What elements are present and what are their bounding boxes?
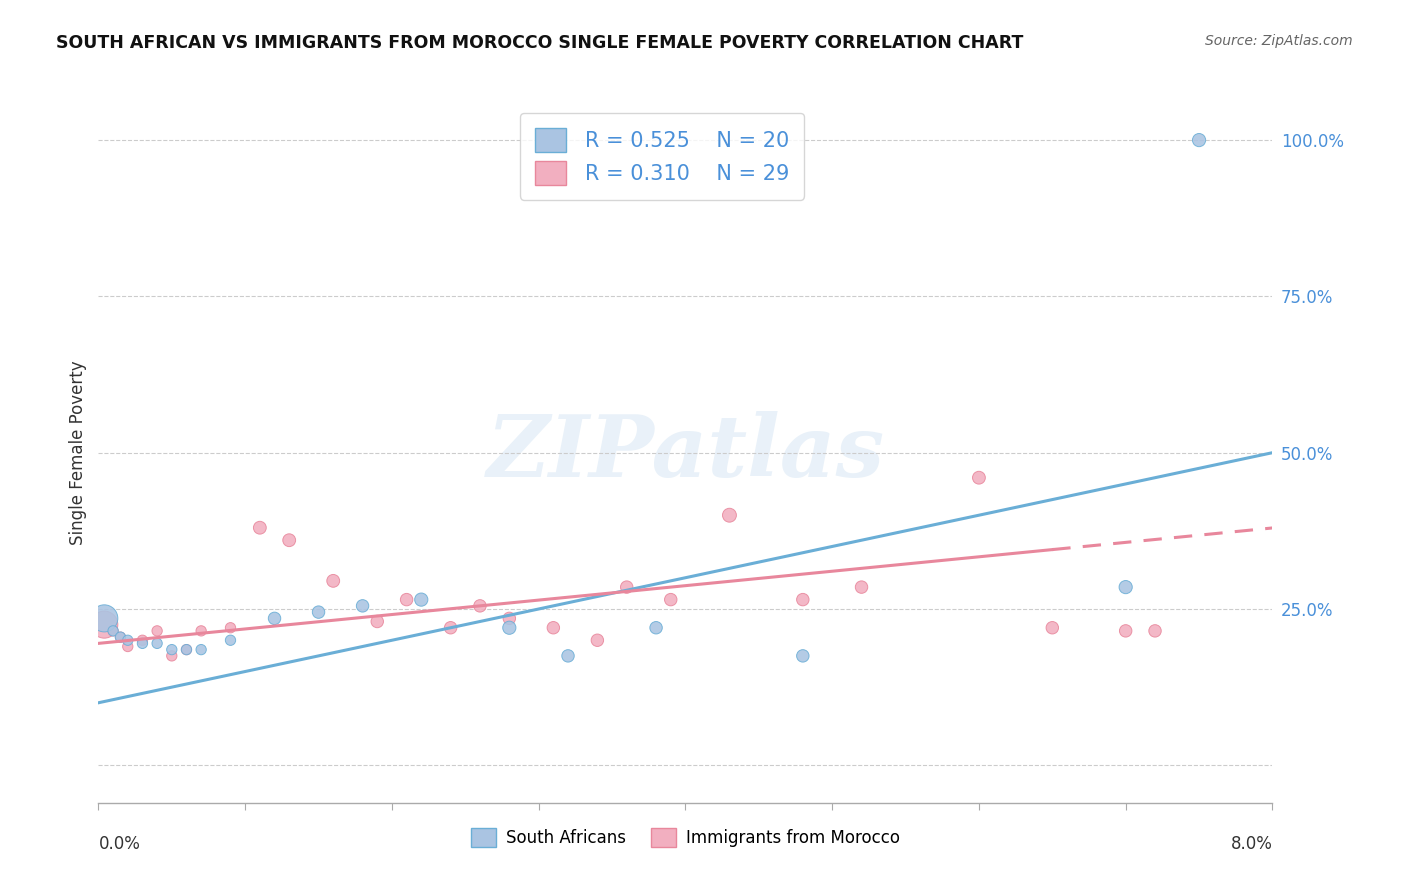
Point bbox=[176, 642, 198, 657]
Point bbox=[110, 630, 132, 644]
Point bbox=[498, 621, 520, 635]
Point bbox=[718, 508, 741, 523]
Point bbox=[278, 533, 301, 548]
Text: SOUTH AFRICAN VS IMMIGRANTS FROM MOROCCO SINGLE FEMALE POVERTY CORRELATION CHART: SOUTH AFRICAN VS IMMIGRANTS FROM MOROCCO… bbox=[56, 34, 1024, 52]
Point bbox=[322, 574, 344, 588]
Point bbox=[308, 605, 330, 619]
Point bbox=[1040, 621, 1063, 635]
Point bbox=[543, 621, 565, 635]
Point bbox=[160, 642, 183, 657]
Point bbox=[110, 630, 132, 644]
Point bbox=[93, 617, 115, 632]
Point bbox=[557, 648, 579, 663]
Point bbox=[411, 592, 433, 607]
Point bbox=[616, 580, 638, 594]
Point bbox=[249, 521, 271, 535]
Point bbox=[440, 621, 463, 635]
Point bbox=[586, 633, 609, 648]
Point bbox=[498, 611, 520, 625]
Text: 8.0%: 8.0% bbox=[1230, 835, 1272, 853]
Point bbox=[160, 648, 183, 663]
Point bbox=[645, 621, 668, 635]
Text: Source: ZipAtlas.com: Source: ZipAtlas.com bbox=[1205, 34, 1353, 48]
Point bbox=[1144, 624, 1167, 638]
Point bbox=[352, 599, 374, 613]
Point bbox=[366, 615, 388, 629]
Point bbox=[190, 624, 212, 638]
Y-axis label: Single Female Poverty: Single Female Poverty bbox=[69, 360, 87, 545]
Point bbox=[468, 599, 491, 613]
Point bbox=[190, 642, 212, 657]
Point bbox=[101, 624, 124, 638]
Point bbox=[176, 642, 198, 657]
Point bbox=[659, 592, 682, 607]
Point bbox=[101, 624, 124, 638]
Point bbox=[792, 648, 814, 663]
Point bbox=[219, 621, 242, 635]
Point bbox=[131, 636, 153, 650]
Text: 0.0%: 0.0% bbox=[98, 835, 141, 853]
Point bbox=[851, 580, 873, 594]
Point bbox=[967, 471, 990, 485]
Point bbox=[146, 636, 169, 650]
Point bbox=[219, 633, 242, 648]
Point bbox=[1115, 580, 1137, 594]
Point bbox=[263, 611, 285, 625]
Point bbox=[146, 624, 169, 638]
Point bbox=[1188, 133, 1211, 147]
Point bbox=[117, 633, 139, 648]
Point bbox=[117, 640, 139, 654]
Point bbox=[131, 633, 153, 648]
Point bbox=[792, 592, 814, 607]
Text: ZIPatlas: ZIPatlas bbox=[486, 411, 884, 494]
Point bbox=[1115, 624, 1137, 638]
Point bbox=[93, 611, 115, 625]
Legend: South Africans, Immigrants from Morocco: South Africans, Immigrants from Morocco bbox=[464, 822, 907, 854]
Point bbox=[395, 592, 418, 607]
